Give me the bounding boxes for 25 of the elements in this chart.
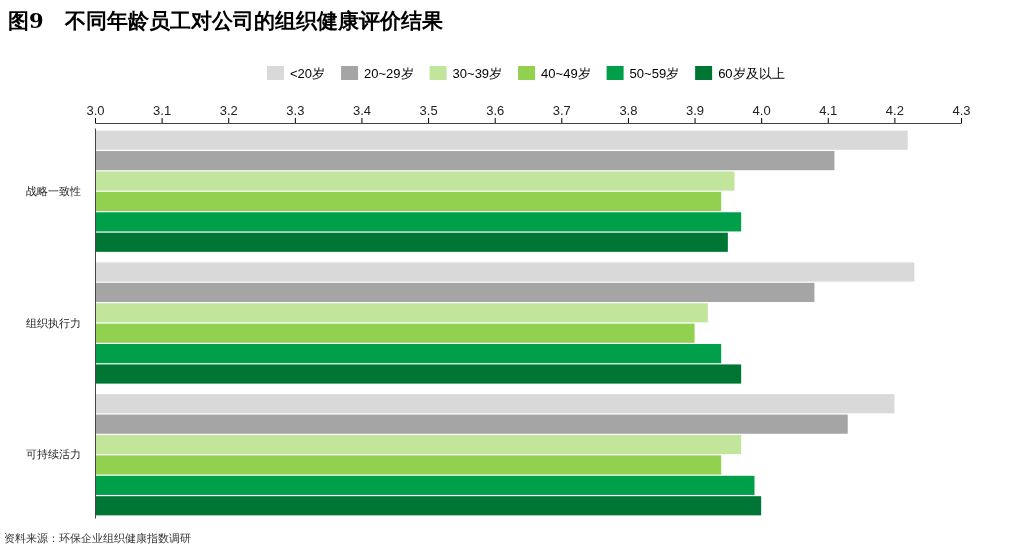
chart-title: 图9 不同年龄员工对公司的组织健康评价结果 [8,8,443,33]
y-tick-label: 战略一致性 [26,184,81,197]
x-tick-label: 3.6 [486,103,505,118]
x-tick-label: 4.0 [752,103,771,118]
x-tick-label: 4.2 [885,103,904,118]
x-tick-label: 3.3 [286,103,305,118]
legend-label: 20~29岁 [364,66,414,81]
legend-label: <20岁 [290,66,326,81]
text: 资料来源：环保企业组织健康指数调研 [4,532,191,544]
x-tick-label: 3.5 [419,103,438,118]
x-tick-label: 3.8 [619,103,638,118]
x-tick-label: 4.1 [819,103,838,118]
legend-label: 50~59岁 [629,66,680,81]
legend-label: 30~39岁 [452,66,503,81]
legend-label: 60岁及以上 [718,66,785,81]
x-tick-label: 3.7 [552,103,571,118]
y-tick-label: 可持续活力 [26,448,81,461]
x-tick-label: 3.4 [352,103,371,118]
x-tick-label: 4.3 [952,103,971,118]
x-tick-label: 3.1 [153,103,172,118]
x-tick-label: 3.9 [686,103,705,118]
x-tick-label: 3.0 [86,103,105,118]
x-tick-label: 3.2 [219,103,238,118]
y-tick-label: 组织执行力 [26,316,81,329]
legend-label: 40~49岁 [541,66,591,81]
